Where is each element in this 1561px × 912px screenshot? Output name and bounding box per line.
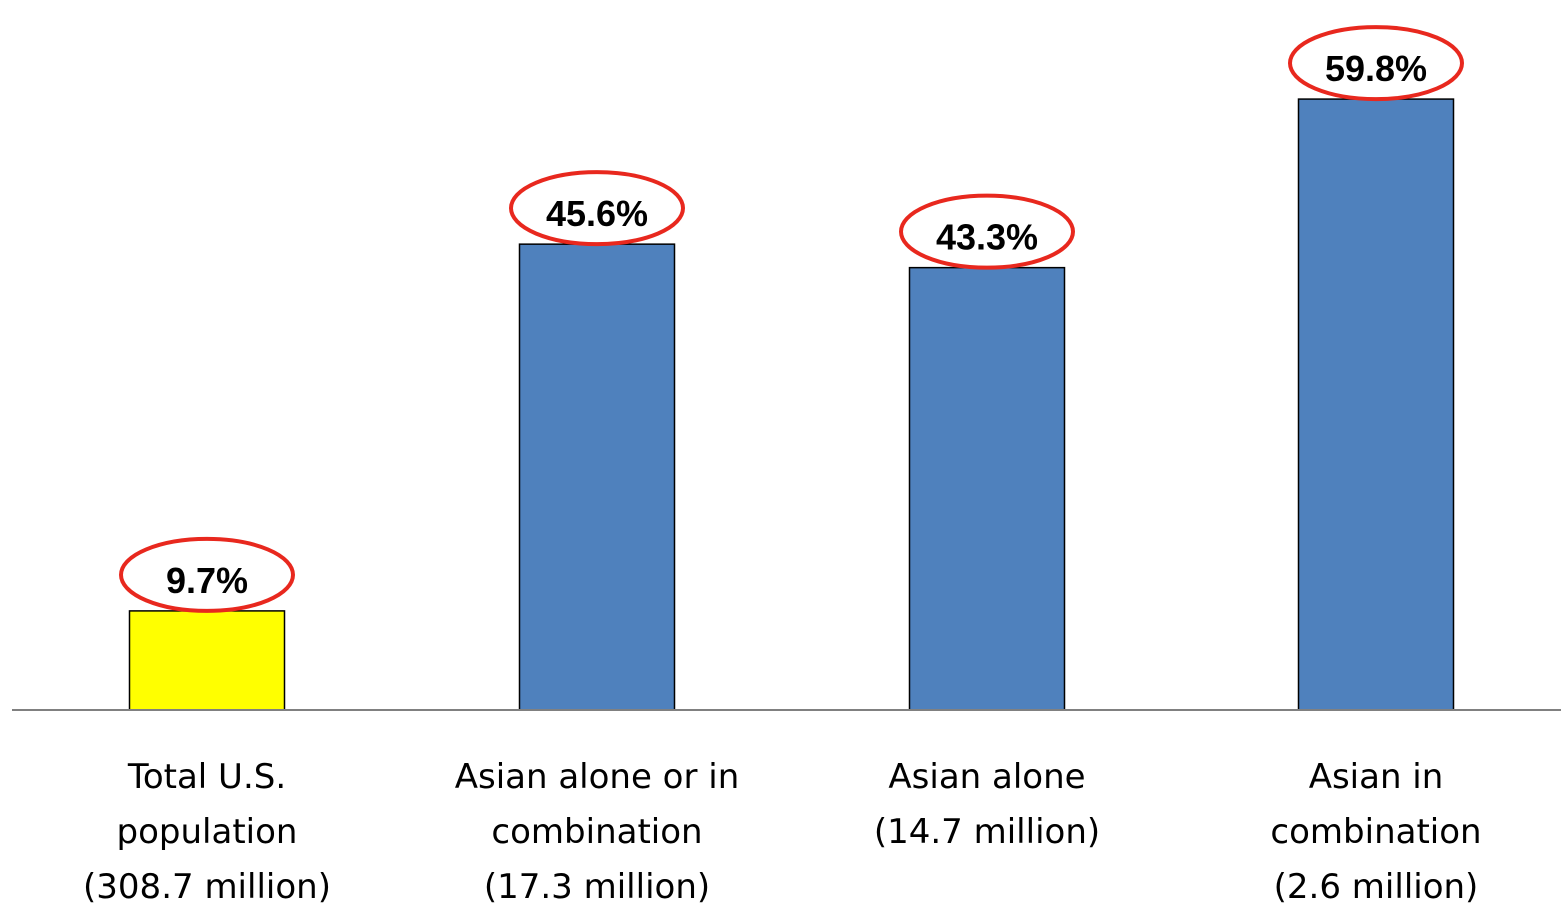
category-label-0: Total U.S. population (308.7 million) bbox=[83, 757, 331, 907]
data-label-0: 9.7% bbox=[166, 560, 248, 601]
bar-3 bbox=[1297, 98, 1455, 711]
category-label-line: (17.3 million) bbox=[484, 867, 710, 907]
data-label-3: 59.8% bbox=[1325, 48, 1427, 89]
data-label-2: 43.3% bbox=[936, 217, 1038, 258]
category-labels-group: Total U.S. population (308.7 million) Asian… bbox=[83, 757, 1482, 907]
category-label-line: Asian alone or in bbox=[455, 757, 740, 797]
data-label-1: 45.6% bbox=[546, 193, 648, 234]
bars-group bbox=[128, 98, 1455, 711]
category-label-line: Total U.S. bbox=[127, 757, 286, 797]
bar-1 bbox=[518, 243, 676, 711]
category-label-line: Asian alone bbox=[888, 757, 1085, 797]
bar-0 bbox=[128, 610, 286, 711]
highlight-ellipse-1 bbox=[509, 170, 685, 247]
category-label-1: Asian alone or in combination (17.3 millio… bbox=[455, 757, 740, 907]
category-label-line: combination bbox=[1270, 812, 1481, 852]
category-label-line: Asian in bbox=[1309, 757, 1444, 797]
highlight-ellipse-2 bbox=[899, 193, 1075, 270]
bar-2 bbox=[908, 266, 1066, 711]
category-label-line: (2.6 million) bbox=[1274, 867, 1479, 907]
category-label-line: combination bbox=[491, 812, 702, 852]
category-label-line: population bbox=[117, 812, 298, 852]
data-labels-group: 9.7% 45.6% 43.3% 59.8% bbox=[166, 48, 1427, 601]
highlight-ellipse-3 bbox=[1288, 25, 1464, 102]
category-label-line: (14.7 million) bbox=[874, 812, 1100, 852]
highlight-ellipse-0 bbox=[119, 536, 295, 613]
category-label-3: Asian in combination (2.6 million) bbox=[1270, 757, 1481, 907]
category-label-2: Asian alone (14.7 million) bbox=[874, 757, 1100, 852]
highlight-ellipses-group bbox=[119, 25, 1464, 613]
category-label-line: (308.7 million) bbox=[83, 867, 331, 907]
